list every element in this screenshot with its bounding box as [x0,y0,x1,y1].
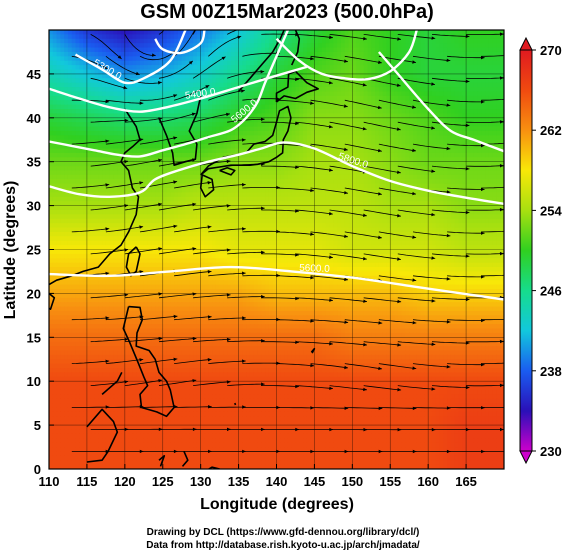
colorbar-tick-label: 230 [540,444,562,459]
x-tick-label: 140 [266,474,288,489]
height-contour-line [49,30,290,158]
x-tick-label: 115 [76,474,97,489]
y-tick-label: 15 [27,330,41,345]
x-tick-label: 125 [152,474,174,489]
colorbar-tick-label: 246 [540,284,562,299]
x-tick-label: 150 [341,474,363,489]
credit-line-data: Data from http://database.rish.kyoto-u.a… [146,540,420,551]
colorbar-tick-label: 270 [540,43,562,58]
y-tick-label: 20 [27,286,41,301]
y-tick-label: 10 [27,374,41,389]
colorbar-tick-label: 254 [540,203,562,218]
x-tick-label: 135 [228,474,250,489]
x-axis-label: Longitude (degrees) [200,496,354,513]
x-tick-label: 120 [114,474,136,489]
x-axis-ticks: 110 115 120 125 130 135 140 145 150 155 160 165 [39,464,477,489]
y-tick-label: 5 [34,418,41,433]
colorbar-max-arrow [519,36,533,51]
credit-line-dcl: Drawing by DCL (https://www.gfd-dennou.o… [146,527,420,538]
colorbar-tick-label: 262 [540,123,562,138]
height-contour-line [275,30,418,81]
height-contour-line [377,51,504,153]
x-tick-label: 130 [190,474,212,489]
x-tick-label: 155 [379,474,401,489]
y-tick-label: 25 [27,243,41,258]
colorbar-body [519,49,533,452]
y-axis-label: Latitude (degrees) [2,181,19,320]
y-tick-label: 30 [27,199,41,214]
colorbar-tick-label: 238 [540,364,562,379]
chart-title: GSM 00Z15Mar2023 (500.0hPa) [140,1,434,23]
contour-label: 5400.0 [184,87,216,102]
colorbar-min-arrow [519,450,533,465]
height-contour-line [49,265,504,301]
contour-label: 5600.0 [299,263,330,275]
height-contour-line [49,141,504,205]
x-tick-label: 160 [417,474,439,489]
x-tick-label: 110 [39,474,60,489]
y-tick-label: 0 [34,462,41,477]
x-tick-label: 165 [455,474,477,489]
colorbar: 230 238 246 254 262 270 [519,36,562,465]
y-axis-ticks: 0 5 10 15 20 25 30 35 40 45 [27,67,54,477]
y-tick-label: 35 [27,155,41,170]
height-contour-line [74,30,187,85]
y-tick-label: 40 [27,111,41,126]
x-tick-label: 145 [304,474,326,489]
y-tick-label: 45 [27,67,41,82]
height-contour-line [154,30,206,55]
